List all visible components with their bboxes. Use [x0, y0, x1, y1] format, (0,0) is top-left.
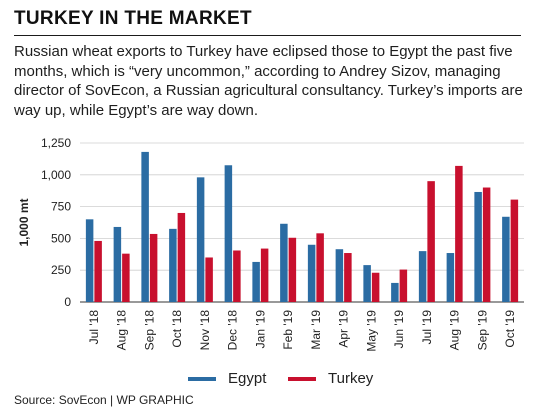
source-note: Source: SovEcon | WP GRAPHIC: [14, 393, 194, 407]
legend-swatch-turkey: [288, 376, 316, 381]
x-tick-label: Sep '18: [142, 310, 156, 351]
bar-turkey: [510, 199, 519, 302]
x-tick-label: Sep '19: [475, 310, 489, 351]
x-tick-label: Oct '18: [170, 310, 184, 348]
x-tick-label: Jul '19: [420, 310, 434, 345]
bar-turkey: [122, 253, 130, 302]
bar-egypt: [418, 251, 427, 302]
chart-subtitle: Russian wheat exports to Turkey have ecl…: [14, 43, 523, 119]
bar-egypt: [446, 253, 455, 302]
bar-turkey: [233, 250, 241, 302]
bar-turkey: [149, 233, 158, 302]
x-tick-label: Nov '18: [198, 310, 212, 351]
legend-item-egypt: Egypt: [188, 370, 266, 387]
bar-turkey: [260, 248, 269, 302]
x-tick-label: Jul '18: [87, 310, 101, 345]
bar-turkey: [94, 240, 102, 302]
x-tick-label: Aug '19: [448, 310, 462, 351]
x-tick-label: Apr '19: [337, 310, 351, 348]
bar-egypt: [391, 282, 399, 302]
x-tick-label: Jun '19: [392, 310, 406, 349]
bar-egypt: [307, 244, 316, 302]
x-tick-label: Mar '19: [309, 310, 323, 350]
bar-egypt: [502, 216, 510, 302]
bar-turkey: [371, 272, 380, 302]
bar-turkey: [288, 237, 297, 302]
bar-egypt: [474, 191, 482, 302]
x-tick-label: Oct '19: [503, 310, 517, 348]
y-axis-label: 1,000 mt: [17, 198, 31, 246]
y-tick-label: 1,000: [41, 168, 71, 182]
bar-egypt: [196, 177, 205, 302]
legend-label-egypt: Egypt: [228, 370, 267, 387]
bar-egypt: [363, 265, 371, 302]
bar-egypt: [335, 249, 344, 302]
bar-turkey: [399, 269, 408, 302]
bar-turkey: [427, 181, 435, 302]
y-tick-label: 1,250: [41, 136, 71, 150]
x-tick-label: Aug '18: [115, 310, 129, 351]
bar-turkey: [177, 212, 186, 302]
y-tick-label: 250: [51, 263, 71, 277]
bar-turkey: [316, 233, 324, 302]
legend-swatch-egypt: [188, 376, 216, 381]
bar-turkey: [455, 165, 463, 302]
y-tick-label: 0: [64, 295, 71, 309]
x-tick-label: Feb '19: [281, 310, 295, 350]
bar-egypt: [224, 165, 233, 302]
title-divider: [14, 35, 521, 36]
x-tick-label: Jan '19: [253, 310, 267, 349]
legend-label-turkey: Turkey: [328, 370, 374, 387]
bar-egypt: [252, 261, 260, 302]
legend-item-turkey: Turkey: [288, 370, 373, 387]
x-tick-label: May '19: [364, 310, 378, 352]
bar-egypt: [85, 219, 94, 302]
bar-turkey: [344, 253, 352, 302]
bar-egypt: [141, 151, 149, 302]
bar-egypt: [280, 223, 288, 302]
bar-egypt: [169, 228, 177, 302]
bar-turkey: [482, 187, 491, 302]
bar-egypt: [113, 226, 122, 302]
bar-turkey: [205, 257, 213, 302]
chart-title: TURKEY IN THE MARKET: [14, 8, 252, 29]
y-tick-label: 500: [51, 231, 71, 245]
x-tick-label: Dec '18: [226, 310, 240, 351]
y-tick-label: 750: [51, 200, 71, 214]
